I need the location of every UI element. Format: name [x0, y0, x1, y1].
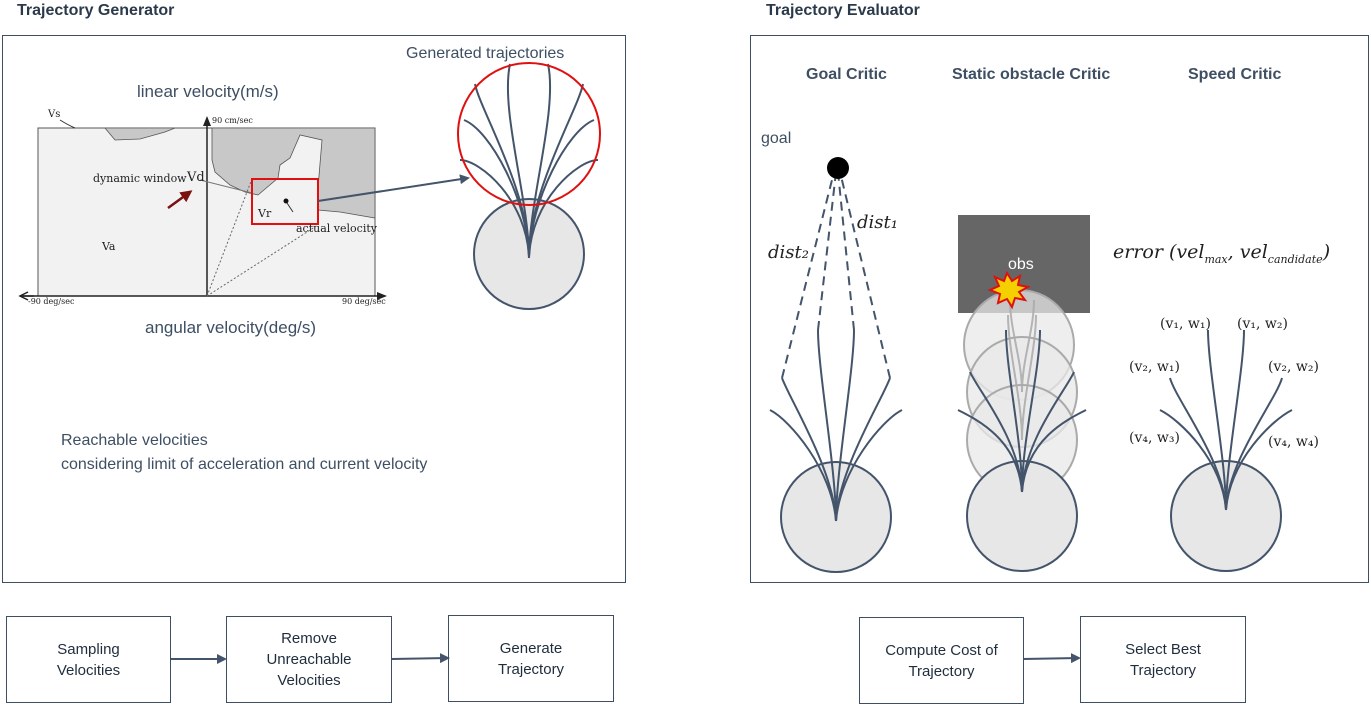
speed-label-v2w2: (v₂, w₂)	[1268, 359, 1319, 375]
linear-velocity-label: linear velocity(m/s)	[137, 82, 279, 101]
generator-title: Trajectory Generator	[17, 2, 175, 19]
flow-compute-cost: Compute Cost of Trajectory	[859, 617, 1024, 704]
collision-burst-icon	[987, 270, 1031, 310]
speed-label-v1w1: (v₁, w₁)	[1160, 316, 1211, 332]
dynamic-window-plot	[18, 116, 387, 301]
speed-critic-drawing	[1159, 329, 1293, 572]
speed-label-v4w4: (v₄, w₄)	[1268, 434, 1319, 450]
goal-critic-title: Goal Critic	[806, 66, 887, 83]
speed-critic-title: Speed Critic	[1188, 66, 1282, 83]
speed-label-v1w2: (v₁, w₂)	[1237, 316, 1288, 332]
plot-y-top-label: 90 cm/sec	[212, 116, 253, 125]
reachable-line1: Reachable velocities	[61, 432, 208, 449]
obstacle-critic-title: Static obstacle Critic	[952, 66, 1111, 83]
goal-critic-drawing	[769, 157, 903, 573]
generated-trajectories	[457, 62, 601, 310]
angular-velocity-label: angular velocity(deg/s)	[145, 318, 317, 337]
zoom-arrow	[317, 174, 470, 202]
plot-vr-label: Vr	[258, 207, 272, 220]
generated-trajectories-label: Generated trajectories	[406, 45, 565, 62]
dist1-label: dist₁	[857, 212, 898, 233]
flow-arrow-3	[1022, 653, 1081, 664]
plot-x-right-label: 90 deg/sec	[342, 297, 386, 306]
goal-label: goal	[761, 130, 792, 147]
error-formula: error (velmax, velcandidate)	[1113, 241, 1331, 266]
reachable-line2: considering limit of acceleration and cu…	[61, 456, 428, 473]
obstacle-critic-drawing	[957, 215, 1090, 572]
plot-actual-velocity-label: actual velocity	[296, 222, 377, 235]
speed-label-v4w3: (v₄, w₃)	[1129, 430, 1180, 446]
evaluator-title: Trajectory Evaluator	[766, 2, 920, 19]
generator-panel	[2, 35, 626, 583]
flow-sampling-velocities: Sampling Velocities	[6, 616, 171, 703]
dist2-label: dist₂	[768, 242, 809, 263]
speed-label-v2w1: (v₂, w₁)	[1129, 359, 1180, 375]
plot-vd-label: Vd	[187, 170, 205, 185]
flow-select-best: Select Best Trajectory	[1080, 616, 1246, 703]
plot-vs-label: Vs	[48, 109, 61, 120]
evaluator-panel	[750, 35, 1369, 583]
flow-generate-trajectory: Generate Trajectory	[448, 615, 614, 702]
plot-va-label: Va	[102, 240, 116, 253]
plot-x-left-label: -90 deg/sec	[28, 297, 75, 306]
flow-remove-unreachable: Remove Unreachable Velocities	[226, 616, 392, 703]
plot-dynamic-window-label: dynamic window	[93, 172, 187, 185]
obstacle-label: obs	[1008, 256, 1034, 273]
flow-arrow-2	[391, 653, 450, 664]
